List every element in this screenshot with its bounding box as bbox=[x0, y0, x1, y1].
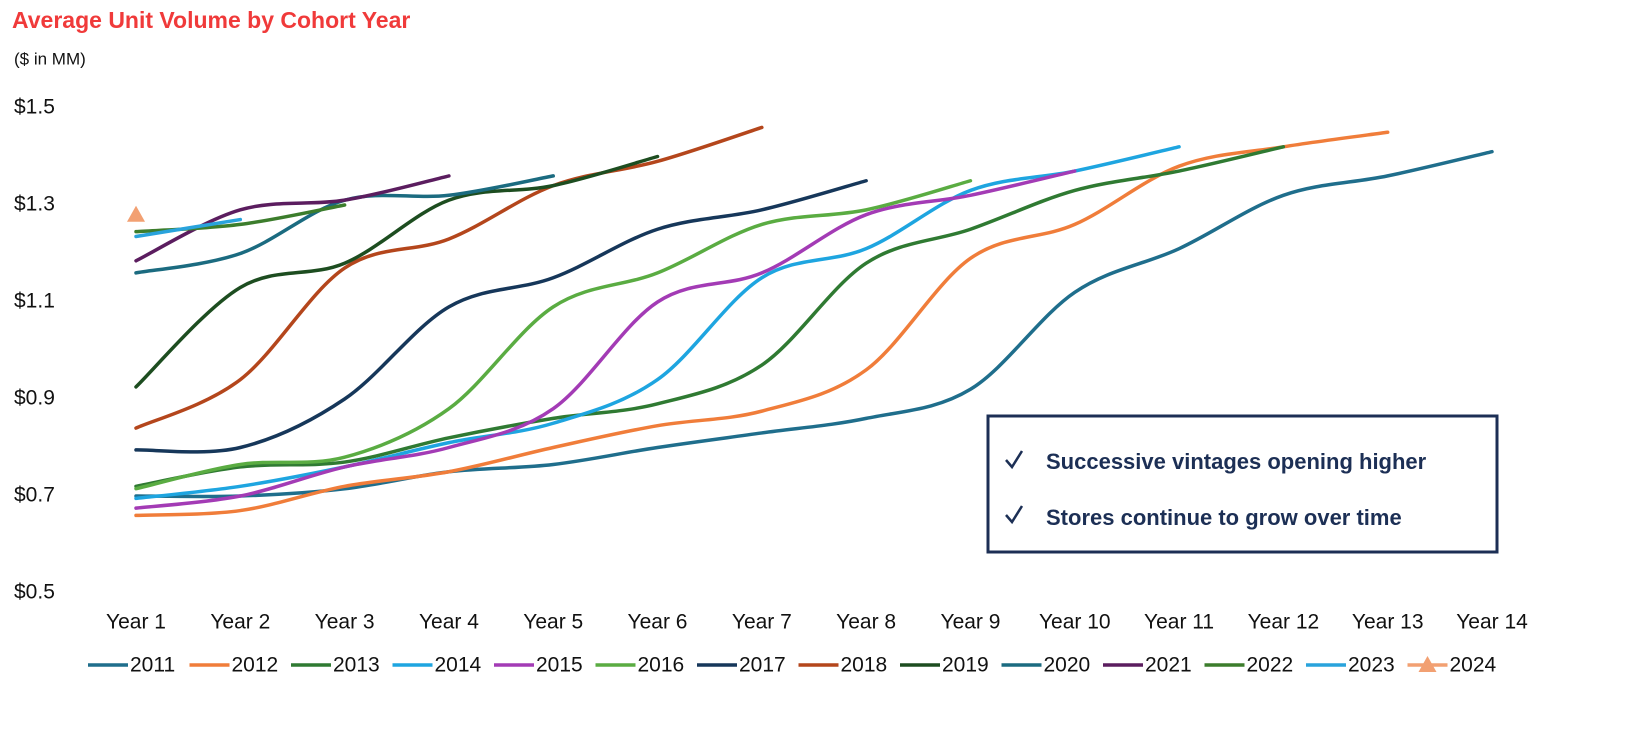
x-tick-label: Year 5 bbox=[523, 611, 583, 634]
x-tick-label: Year 1 bbox=[106, 611, 166, 634]
legend-label: 2016 bbox=[638, 654, 685, 677]
y-tick-label: $0.5 bbox=[14, 581, 55, 604]
x-tick-label: Year 12 bbox=[1248, 611, 1320, 634]
marker bbox=[127, 205, 145, 222]
series-line bbox=[134, 130, 1390, 518]
legend-label: 2013 bbox=[333, 654, 380, 677]
x-tick-label: Year 8 bbox=[836, 611, 896, 634]
series-line bbox=[134, 125, 764, 430]
x-tick-label: Year 11 bbox=[1144, 611, 1214, 634]
x-tick-label: Year 14 bbox=[1456, 611, 1528, 634]
legend-label: 2017 bbox=[739, 654, 786, 677]
chart-subtitle: ($ in MM) bbox=[14, 49, 86, 68]
chart-title: Average Unit Volume by Cohort Year bbox=[12, 7, 410, 33]
legend-label: 2014 bbox=[435, 654, 482, 677]
plot: $0.5 $0.7 $0.9 $1.1 $1.3 $1.5 Year 1 Year 2 Year… bbox=[14, 96, 1528, 677]
annotation: Stores continue to grow over time bbox=[1046, 505, 1402, 530]
series-line bbox=[134, 169, 1077, 510]
x-tick-label: Year 2 bbox=[210, 611, 270, 634]
series-line bbox=[134, 149, 1494, 499]
annotation: Successive vintages opening higher bbox=[1046, 449, 1427, 474]
legend-label: 2019 bbox=[942, 654, 989, 677]
annotation-box bbox=[986, 414, 1499, 554]
x-tick-label: Year 4 bbox=[419, 611, 479, 634]
series-line bbox=[134, 179, 868, 454]
legend-label: 2023 bbox=[1348, 654, 1395, 677]
x-tick-label: Year 13 bbox=[1352, 611, 1424, 634]
x-tick-label: Year 10 bbox=[1039, 611, 1111, 634]
series-line bbox=[134, 154, 660, 389]
y-tick-label: $1.1 bbox=[14, 290, 55, 313]
legend-label: 2020 bbox=[1044, 654, 1091, 677]
legend-swatch bbox=[1418, 656, 1437, 672]
y-tick-label: $0.9 bbox=[14, 387, 55, 410]
x-tick-label: Year 6 bbox=[628, 611, 688, 634]
legend-label: 2022 bbox=[1247, 654, 1294, 677]
check-icon bbox=[1005, 505, 1024, 525]
series-line bbox=[134, 145, 1286, 489]
x-tick-label: Year 3 bbox=[315, 611, 375, 634]
legend-label: 2012 bbox=[232, 654, 279, 677]
series-line bbox=[134, 217, 243, 239]
x-tick-label: Year 9 bbox=[940, 611, 1000, 634]
y-tick-label: $1.5 bbox=[14, 96, 55, 119]
x-tick-label: Year 7 bbox=[732, 611, 792, 634]
legend-label: 2021 bbox=[1145, 654, 1192, 677]
legend-label: 2018 bbox=[841, 654, 888, 677]
check-icon bbox=[1005, 450, 1024, 470]
series-line bbox=[134, 179, 973, 491]
series-line bbox=[134, 203, 347, 234]
legend-label: 2024 bbox=[1450, 654, 1497, 677]
legend-label: 2011 bbox=[130, 654, 175, 677]
legend-label: 2015 bbox=[536, 654, 583, 677]
y-tick-label: $1.3 bbox=[14, 193, 55, 216]
y-tick-label: $0.7 bbox=[14, 484, 55, 507]
series-line bbox=[134, 174, 451, 263]
